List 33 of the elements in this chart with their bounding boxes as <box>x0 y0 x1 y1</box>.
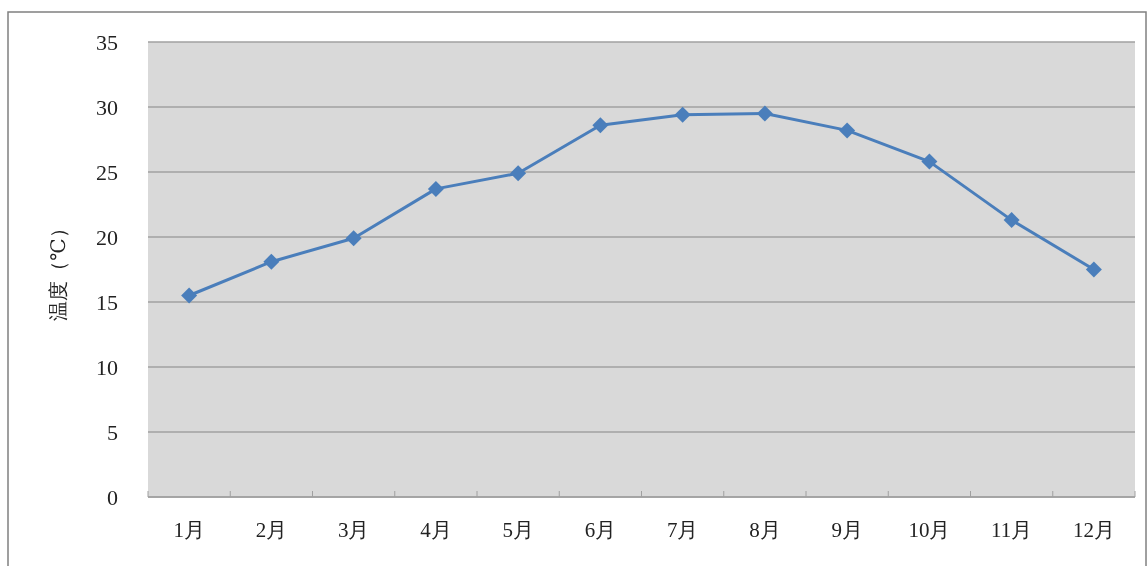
y-tick-label: 30 <box>96 95 118 120</box>
y-tick-label: 0 <box>107 485 118 510</box>
x-tick-label: 1月 <box>173 518 205 542</box>
point <box>510 165 527 182</box>
point <box>592 117 609 134</box>
x-tick-label: 6月 <box>584 518 617 542</box>
x-tick-label: 3月 <box>337 518 370 542</box>
x-tick-label: 9月 <box>831 518 863 542</box>
point <box>839 122 856 139</box>
point <box>181 287 198 304</box>
x-tick-label: 2月 <box>255 518 288 542</box>
y-tick-label: 10 <box>96 355 118 380</box>
x-tick-label: 7月 <box>666 518 699 542</box>
y-tick-label: 20 <box>96 225 118 250</box>
x-tick-label: 12月 <box>1072 518 1115 542</box>
x-tick-label: 10月 <box>908 518 951 542</box>
point <box>1085 261 1102 278</box>
x-tick-label: 4月 <box>420 518 452 542</box>
point <box>263 253 280 270</box>
y-axis-title: 温度（℃） <box>47 218 69 321</box>
y-tick-label: 25 <box>96 160 118 185</box>
y-tick-label: 15 <box>96 290 118 315</box>
x-tick-label: 8月 <box>749 518 781 542</box>
point <box>921 153 938 170</box>
point <box>1003 212 1020 229</box>
point <box>756 105 773 122</box>
y-tick-label: 5 <box>107 420 118 445</box>
point <box>345 230 362 247</box>
y-tick-label: 35 <box>96 30 118 55</box>
point <box>427 180 444 197</box>
x-tick-label: 11月 <box>991 518 1033 542</box>
point <box>674 106 691 123</box>
x-tick-label: 5月 <box>502 518 534 542</box>
